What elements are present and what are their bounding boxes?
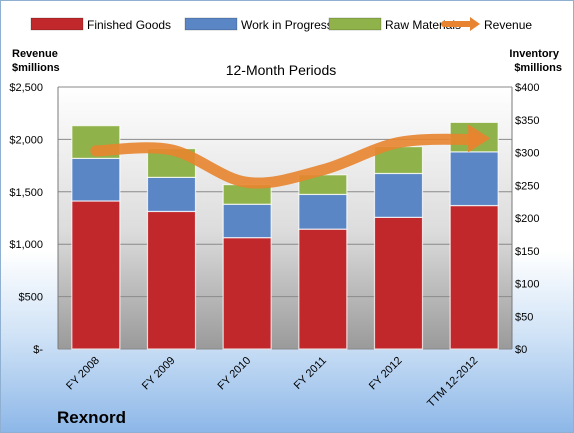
right-tick-label: $0: [515, 344, 527, 356]
right-tick-label: $300: [515, 148, 539, 160]
legend-swatch-raw-materials: [328, 17, 382, 31]
revenue-line: [90, 133, 480, 189]
x-tick-label: FY 2011: [292, 355, 329, 392]
right-tick-label: $200: [515, 213, 539, 225]
legend-label-raw-materials: Raw Materials: [385, 18, 461, 32]
right-tick-label: $400: [515, 82, 539, 94]
legend-swatch-work-in-progress: [184, 17, 238, 31]
right-tick-label: $250: [515, 180, 539, 192]
revenue-line-layer: [90, 124, 491, 189]
right-axis-title-line-1: Inventory: [509, 48, 559, 60]
left-tick-label: $500: [19, 292, 43, 304]
legend-arrow-icon: [470, 17, 480, 31]
bar-work-in-progress: [222, 203, 272, 239]
x-tick-label: TTM 12-2012: [425, 355, 480, 410]
bar-finished-goods: [146, 210, 197, 350]
legend-label-work-in-progress: Work in Progress: [241, 18, 333, 32]
revenue-arrowhead: [468, 124, 491, 153]
legend-label-revenue: Revenue: [484, 18, 532, 32]
left-tick-label: $2,000: [9, 134, 43, 146]
left-axis-title: Revenue $millions: [12, 48, 61, 74]
bar-finished-goods: [449, 204, 499, 350]
left-tick-label: $1,000: [9, 239, 43, 251]
legend: Finished Goods Work in Progress Raw Materi…: [30, 17, 532, 32]
right-axis-title: Inventory $millions: [509, 48, 562, 74]
right-axis-title-line-2: $millions: [514, 62, 562, 74]
bar-work-in-progress: [449, 151, 499, 207]
chart-title: 12-Month Periods: [226, 62, 337, 78]
x-tick-label: FY 2008: [64, 355, 102, 393]
left-tick-label: $-: [33, 344, 43, 356]
bar-work-in-progress: [146, 176, 197, 213]
bar-work-in-progress: [71, 157, 121, 202]
bar-work-in-progress: [373, 172, 424, 218]
right-axis-ticks: $0 $50 $100 $150 $200 $250 $300 $350 $400: [515, 82, 539, 356]
x-tick-label: FY 2010: [216, 355, 254, 393]
company-name: Rexnord: [57, 408, 126, 427]
gridlines: [57, 86, 513, 350]
legend-swatch-finished-goods: [30, 17, 84, 31]
bar-finished-goods: [373, 216, 424, 350]
left-axis-title-line-2: $millions: [12, 62, 60, 74]
bar-finished-goods: [71, 200, 121, 350]
left-tick-label: $1,500: [9, 187, 43, 199]
right-tick-label: $50: [515, 311, 533, 323]
plot-area: [58, 87, 512, 349]
left-axis-ticks: $- $500 $1,000 $1,500 $2,000 $2,500: [9, 82, 43, 356]
x-tick-label: FY 2009: [140, 355, 178, 393]
left-axis-title-line-1: Revenue: [12, 48, 58, 60]
bars: [71, 121, 499, 350]
right-tick-label: $350: [515, 115, 539, 127]
x-tick-label: FY 2012: [367, 355, 405, 393]
right-tick-label: $150: [515, 246, 539, 258]
legend-label-finished-goods: Finished Goods: [87, 18, 171, 32]
right-tick-label: $100: [515, 279, 539, 291]
bar-work-in-progress: [298, 193, 348, 230]
left-tick-label: $2,500: [9, 82, 43, 94]
bar-finished-goods: [222, 237, 272, 350]
bar-finished-goods: [298, 228, 348, 350]
x-axis-labels: FY 2008 FY 2009 FY 2010 FY 2011 FY 2012 TTM 1…: [64, 355, 480, 410]
